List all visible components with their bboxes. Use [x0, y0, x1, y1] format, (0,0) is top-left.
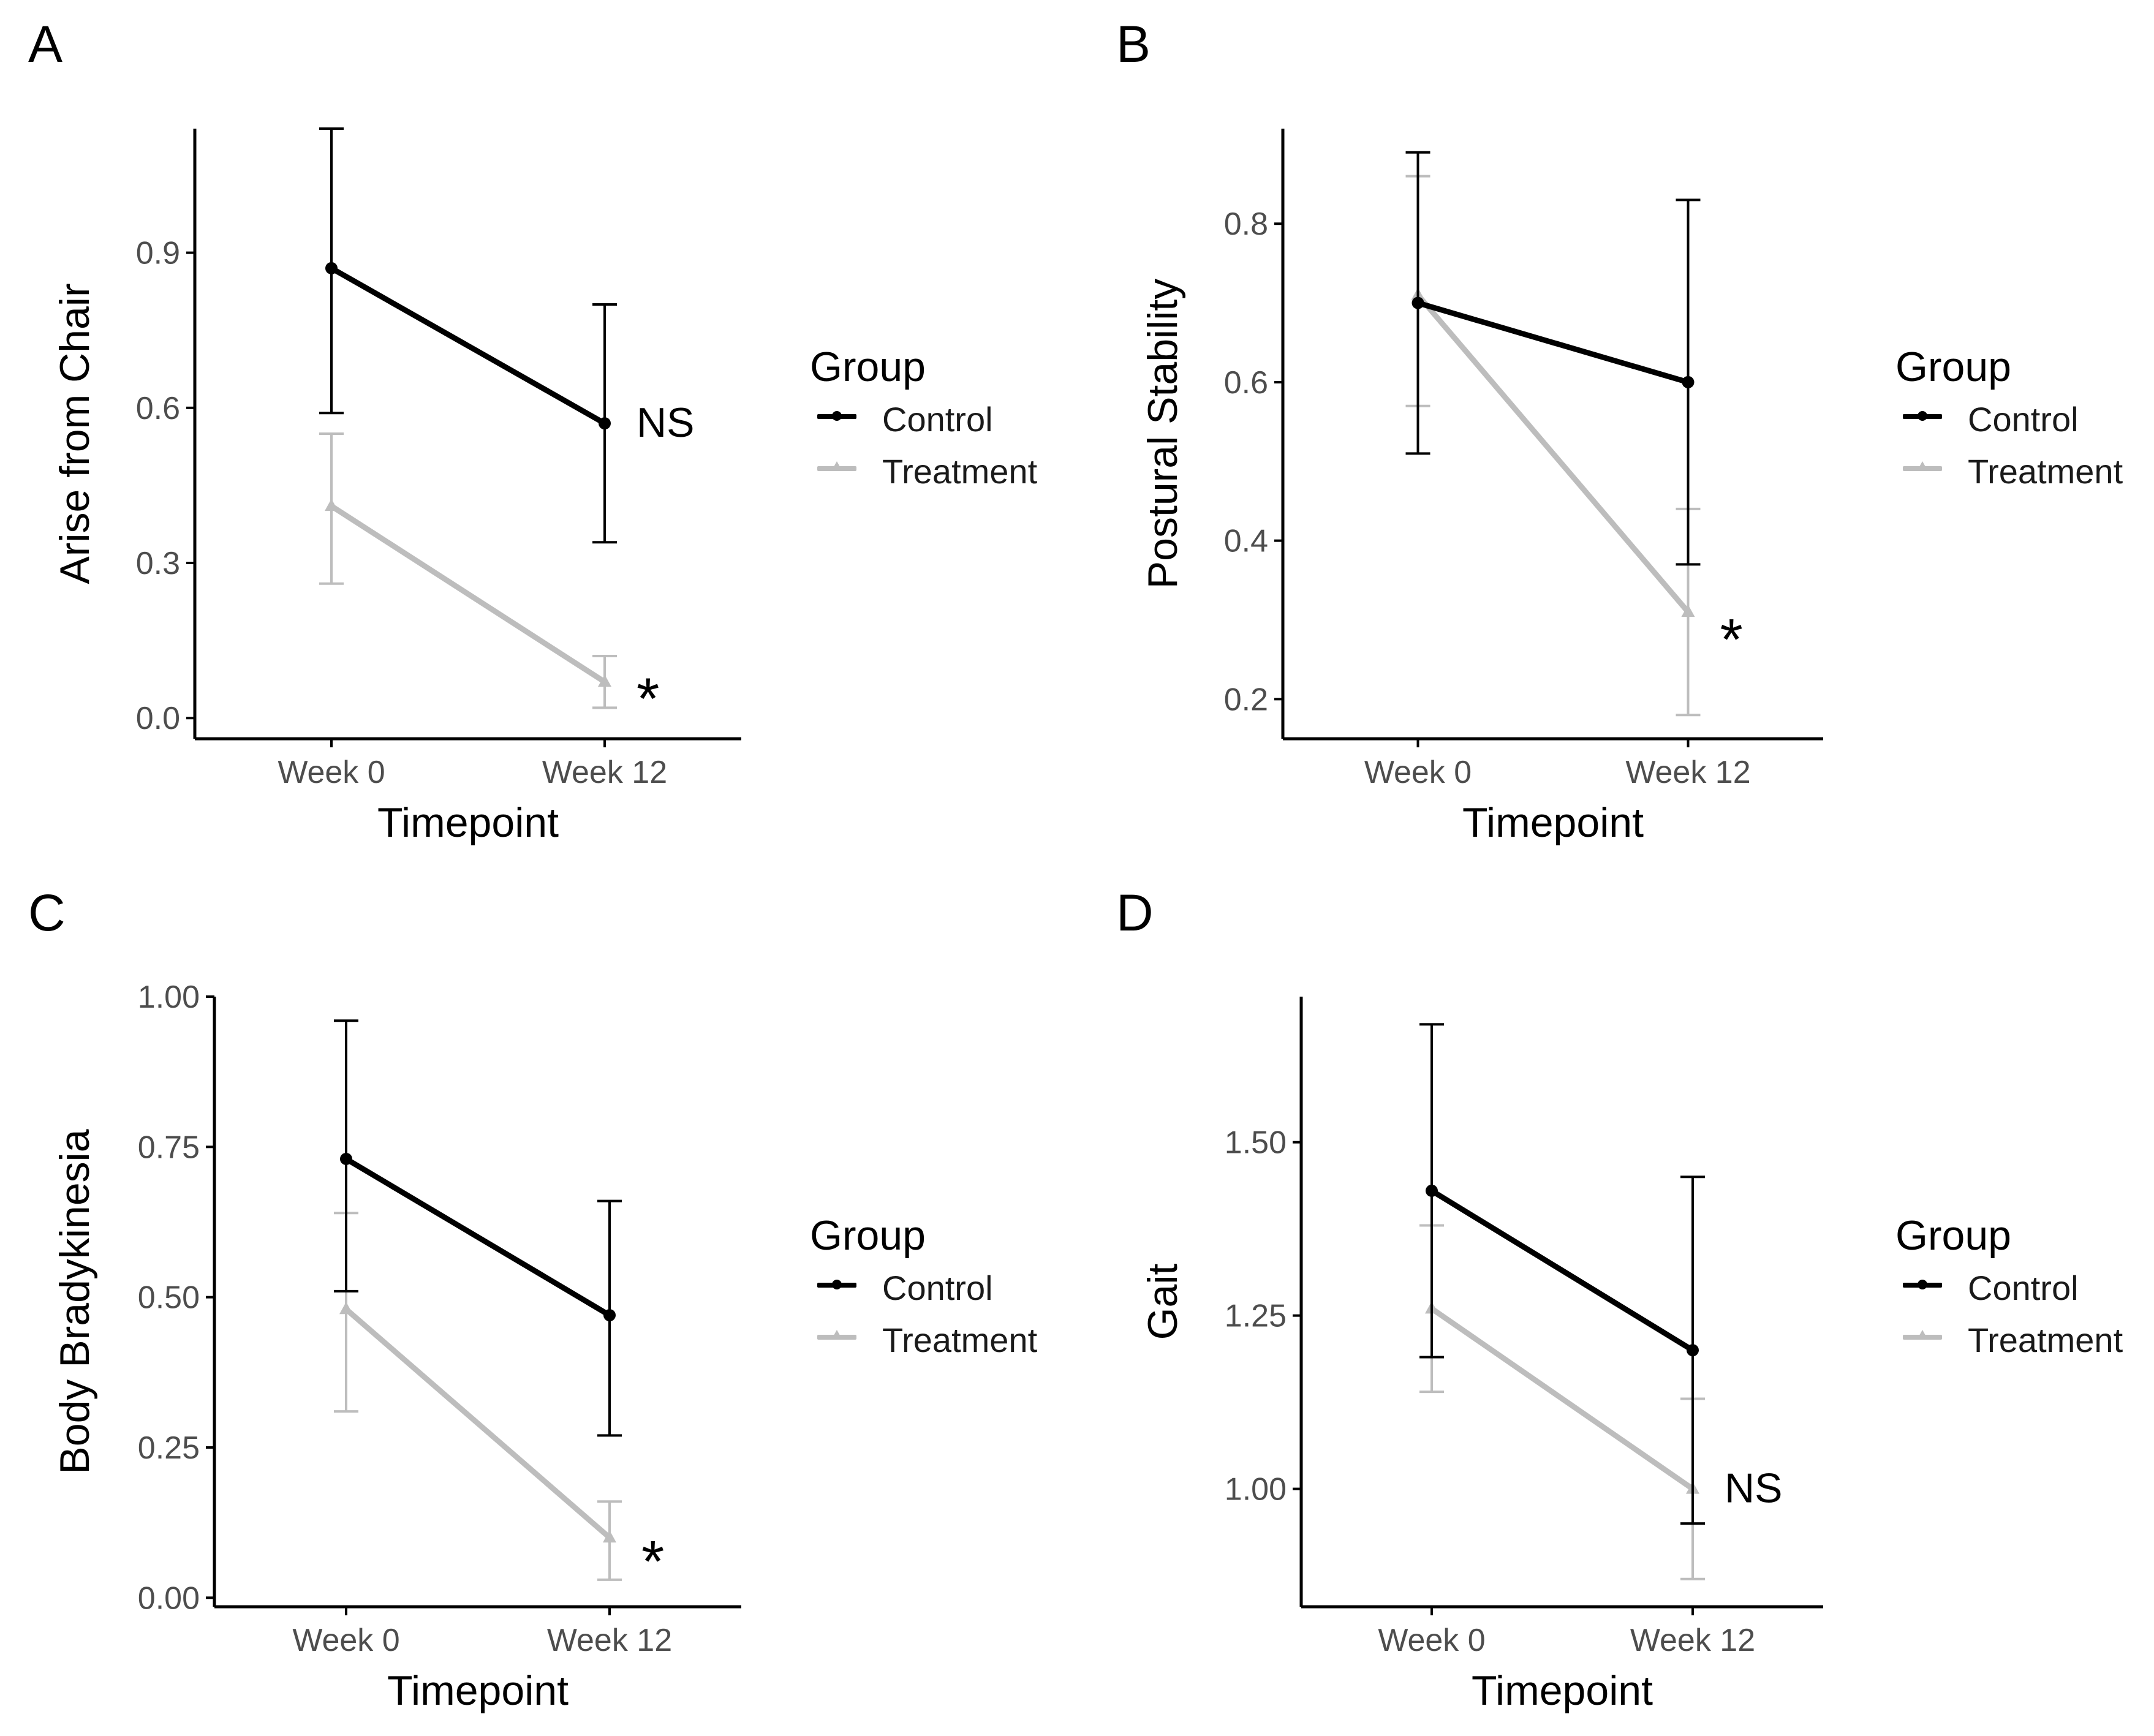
treatment-point [339, 1302, 353, 1315]
treatment-point [603, 1530, 616, 1543]
legend-marker-treatment [831, 461, 842, 471]
y-axis-title: Body Bradykinesia [51, 1129, 98, 1474]
x-axis-title: Timepoint [387, 1667, 569, 1714]
y-axis-title: Gait [1139, 1264, 1186, 1340]
y-tick-label: 0.6 [136, 391, 180, 426]
control-series-line [1417, 300, 1689, 385]
legend-label-treatment: Treatment [882, 452, 1038, 491]
y-tick-label: 0.6 [1224, 365, 1268, 401]
control-point [325, 262, 338, 274]
legend-d: Group Control Treatment [1895, 1212, 2153, 1395]
legend-label-control: Control [1968, 400, 2079, 439]
significance-star: * [641, 1529, 664, 1594]
treatment-point [325, 499, 338, 511]
legend-marker-treatment [831, 1330, 842, 1340]
legend-label-treatment: Treatment [882, 1321, 1038, 1359]
x-tick-label: Week 12 [542, 755, 667, 790]
control-point [603, 1309, 616, 1322]
y-tick-label: 0.9 [136, 236, 180, 271]
y-tick-label: 0.3 [136, 546, 180, 581]
chart-panel-a: 0.0 0.3 0.6 0.9 Week 0 Week 12 Timepoint Arise … [51, 127, 741, 846]
x-tick-label: Week 12 [547, 1623, 672, 1658]
y-axis-title: Arise from Chair [51, 283, 98, 584]
legend-title: Group [1895, 344, 2011, 390]
panel-label-b: B [1116, 15, 1151, 73]
legend-label-treatment: Treatment [1968, 1321, 2123, 1359]
x-axis-title: Timepoint [1472, 1667, 1653, 1714]
y-tick-label: 1.00 [138, 979, 200, 1015]
control-point [1411, 296, 1424, 309]
significance-ns: NS [1725, 1465, 1782, 1512]
legend-b: Group Control Treatment [1895, 343, 2153, 527]
legend-label-treatment: Treatment [1968, 452, 2123, 491]
chart-panel-c: 0.00 0.25 0.50 0.75 1.00 Week 0 Week 12 Timepoi… [51, 979, 741, 1714]
legend-title: Group [810, 344, 926, 390]
y-tick-label: 0.00 [138, 1580, 200, 1616]
legend-c: Group Control Treatment [810, 1212, 1073, 1395]
x-tick-label: Week 12 [1625, 755, 1750, 790]
control-series-line [344, 1157, 611, 1318]
control-series-line [1430, 1188, 1695, 1353]
legend-marker-control [1918, 1280, 1927, 1289]
treatment-series-line [330, 504, 607, 684]
treatment-series-line [1430, 1306, 1695, 1492]
chart-panel-d: 1.00 1.25 1.50 Week 0 Week 12 Timepoint Gait NS [1139, 997, 1823, 1714]
significance-star: * [1720, 607, 1743, 673]
legend-title: Group [810, 1212, 926, 1259]
control-point [340, 1152, 352, 1165]
y-tick-label: 0.0 [136, 701, 180, 736]
x-tick-label: Week 0 [1378, 1623, 1485, 1658]
x-tick-label: Week 12 [1630, 1623, 1755, 1658]
legend-label-control: Control [882, 400, 993, 439]
control-point [1682, 376, 1695, 388]
x-tick-label: Week 0 [1364, 755, 1472, 790]
legend-title: Group [1895, 1212, 2011, 1259]
panel-label-c: C [28, 884, 66, 942]
x-tick-label: Week 0 [278, 755, 385, 790]
control-point [1687, 1344, 1699, 1357]
panel-label-d: D [1116, 884, 1154, 942]
y-tick-label: 0.75 [138, 1130, 200, 1165]
control-point [599, 417, 611, 430]
legend-marker-control [832, 1280, 842, 1289]
x-axis-title: Timepoint [1462, 799, 1644, 846]
control-point [1426, 1184, 1438, 1197]
y-tick-label: 0.8 [1224, 206, 1268, 242]
treatment-point [1681, 605, 1695, 617]
legend-marker-control [832, 411, 842, 421]
y-tick-label: 1.50 [1225, 1125, 1287, 1161]
y-tick-label: 0.4 [1224, 524, 1268, 559]
y-tick-label: 1.25 [1225, 1299, 1287, 1334]
chart-panel-b: 0.2 0.4 0.6 0.8 Week 0 Week 12 Timepoint Postur… [1139, 129, 1823, 846]
y-axis-title: Postural Stability [1139, 279, 1186, 589]
legend-marker-control [1918, 411, 1927, 421]
x-tick-label: Week 0 [292, 1623, 399, 1658]
significance-star: * [637, 666, 659, 732]
legend-label-control: Control [1968, 1269, 2079, 1307]
y-tick-label: 0.25 [138, 1430, 200, 1466]
legend-marker-treatment [1917, 1330, 1928, 1340]
panel-label-a: A [28, 15, 63, 73]
treatment-series-line [1416, 293, 1690, 614]
legend-marker-treatment [1917, 461, 1928, 471]
y-tick-label: 0.50 [138, 1280, 200, 1316]
treatment-point [598, 674, 611, 687]
significance-ns: NS [637, 399, 694, 446]
control-series-line [330, 265, 607, 426]
treatment-series-line [344, 1307, 611, 1540]
y-tick-label: 1.00 [1225, 1472, 1287, 1508]
legend-label-control: Control [882, 1269, 993, 1307]
y-tick-label: 0.2 [1224, 682, 1268, 717]
legend-a: Group Control Treatment [810, 343, 1073, 527]
x-axis-title: Timepoint [377, 799, 559, 846]
